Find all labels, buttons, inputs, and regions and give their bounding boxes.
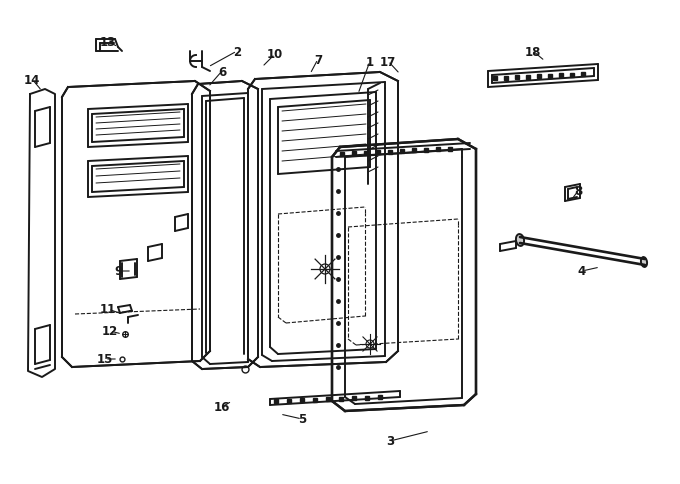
- Text: 5: 5: [298, 413, 306, 425]
- Text: 15: 15: [97, 353, 113, 366]
- Text: 10: 10: [267, 48, 283, 61]
- Text: 9: 9: [114, 265, 122, 278]
- Text: 2: 2: [233, 45, 241, 59]
- Ellipse shape: [516, 235, 524, 246]
- Ellipse shape: [641, 257, 647, 267]
- Text: 11: 11: [100, 303, 116, 316]
- Text: 8: 8: [574, 185, 582, 198]
- Text: 6: 6: [218, 65, 226, 78]
- Text: 13: 13: [100, 35, 116, 48]
- Text: 16: 16: [214, 401, 231, 414]
- Text: 17: 17: [380, 55, 396, 68]
- Text: 18: 18: [525, 45, 541, 59]
- Text: 12: 12: [102, 325, 118, 338]
- Text: 14: 14: [24, 74, 40, 86]
- Text: 4: 4: [578, 265, 586, 278]
- Text: 7: 7: [314, 53, 322, 66]
- Text: 3: 3: [386, 435, 394, 448]
- Text: 1: 1: [366, 55, 374, 68]
